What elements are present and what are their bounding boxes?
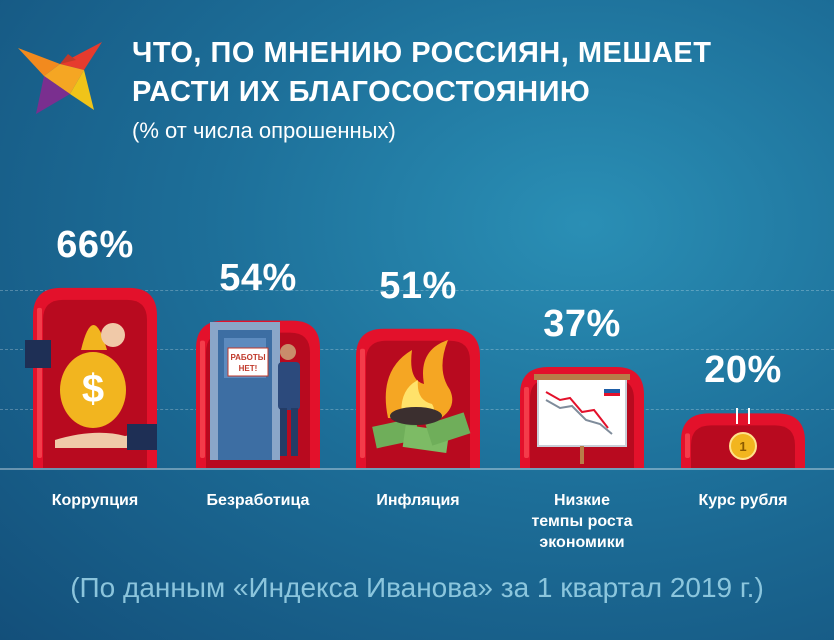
- category-label: Курс рубля: [668, 490, 818, 511]
- category-label-line: Инфляция: [376, 492, 460, 509]
- value-label: 54%: [219, 256, 297, 299]
- board-top-shape: [534, 374, 630, 380]
- bag-shape: [60, 352, 126, 428]
- bar-highlight: [360, 348, 365, 458]
- bar-highlight: [37, 307, 42, 458]
- bag-neck-shape: [81, 325, 107, 350]
- category-label-line: Безработица: [206, 492, 310, 509]
- board-stand-shape: [580, 446, 584, 464]
- man-leg-shape: [280, 408, 287, 456]
- man-leg-shape: [291, 408, 298, 456]
- flag-stripe-shape: [604, 393, 620, 396]
- category-label-line: Курс рубля: [698, 492, 788, 509]
- bar-highlight: [200, 340, 205, 458]
- category-label-line: темпы роста: [531, 513, 633, 530]
- source-footnote: (По данным «Индекса Иванова» за 1 кварта…: [70, 572, 764, 603]
- title-line-1: ЧТО, ПО МНЕНИЮ РОССИЯН, МЕШАЕТ: [132, 37, 712, 69]
- category-label-line: экономики: [539, 534, 625, 551]
- flag-shape: [604, 386, 620, 396]
- value-label: 51%: [379, 264, 457, 307]
- category-label-line: Низкие: [553, 492, 611, 509]
- sleeve-shape: [25, 340, 51, 368]
- bar-highlight: [524, 386, 529, 458]
- money-bag-hand-icon: $: [25, 323, 157, 450]
- falling-chart-board-icon: [534, 374, 630, 464]
- sleeve-shape: [127, 424, 157, 450]
- chart-subtitle: (% от числа опрошенных): [132, 118, 396, 143]
- category-label: Инфляция: [343, 490, 493, 511]
- ash-shape: [390, 407, 442, 425]
- bird-logo-icon: [18, 42, 102, 114]
- value-label: 20%: [704, 349, 782, 392]
- chart-baseline: [0, 468, 834, 470]
- category-label: Безработица: [183, 490, 333, 511]
- gridline: [0, 290, 834, 291]
- category-label-line: Коррупция: [51, 492, 139, 509]
- coin-shape: [729, 432, 757, 460]
- falling-ruble-coin-icon: 1: [729, 408, 757, 460]
- sign-text: РАБОТЫ: [230, 353, 265, 362]
- man-body-shape: [278, 362, 300, 410]
- sign-text: НЕТ!: [239, 364, 258, 373]
- banknote-shape: [425, 412, 471, 446]
- door-no-jobs-icon: РАБОТЫ НЕТ!: [210, 322, 300, 460]
- man-head-shape: [280, 344, 296, 360]
- burning-money-icon: [372, 340, 471, 453]
- sign-shape: [227, 347, 269, 377]
- flame-shape: [385, 340, 453, 420]
- title-line-2: РАСТИ ИХ БЛАГОСОСТОЯНИЮ: [132, 76, 591, 108]
- chart-title: ЧТО, ПО МНЕНИЮ РОССИЯН, МЕШАЕТ РАСТИ ИХ …: [132, 34, 812, 112]
- coin-digit-icon: 1: [739, 439, 746, 454]
- category-label: Низкие темпы роста экономики: [507, 490, 657, 553]
- hand-shape: [101, 323, 125, 347]
- flag-stripe-shape: [604, 386, 620, 389]
- dollar-sign-icon: $: [82, 367, 104, 411]
- falling-line-shape: [545, 399, 613, 435]
- value-label: 66%: [56, 223, 134, 266]
- bar-highlight: [685, 433, 690, 458]
- category-label: Коррупция: [20, 490, 170, 511]
- value-label: 37%: [543, 302, 621, 345]
- falling-line-shape: [545, 391, 609, 429]
